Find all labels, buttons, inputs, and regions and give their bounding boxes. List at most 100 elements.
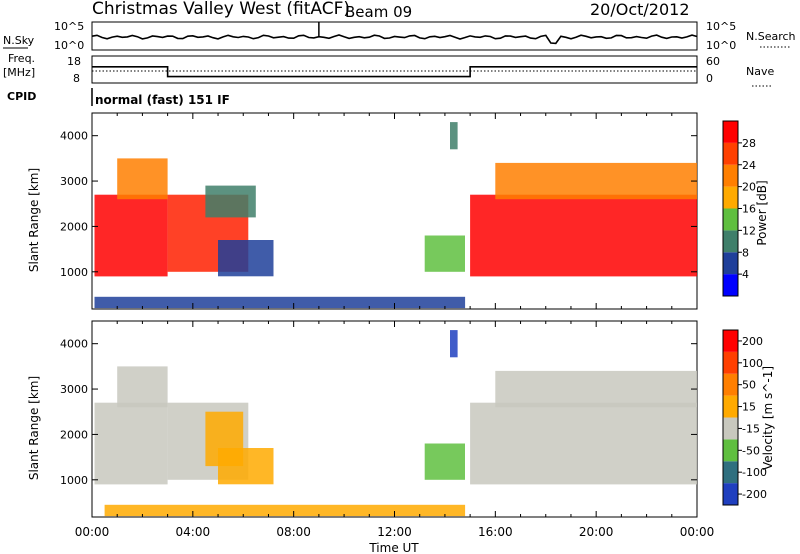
freq-right-tick-bottom: 0: [706, 72, 713, 85]
colorbar-tick-label: -100: [742, 466, 767, 479]
velocity-x-ticks: [91, 321, 698, 517]
plot-title: Christmas Valley West (fitACF): [92, 0, 350, 19]
noise-right-tick-bottom: 10^0: [706, 39, 736, 52]
power-x-ticks: [91, 113, 698, 309]
freq-label-line2: [MHz]: [3, 66, 35, 79]
colorbar-swatch: [723, 164, 738, 187]
power-echo-region: [470, 194, 697, 277]
velocity-echo-region: [470, 402, 697, 485]
freq-left-tick-bottom: 8: [73, 72, 80, 85]
time-tick-label: 00:00: [75, 525, 110, 539]
time-tick-label: 12:00: [377, 525, 412, 539]
velocity-panel: 1000 2000 3000 4000 Slant Range [km] 200 100…: [27, 320, 775, 518]
cpid-panel: CPID normal (fast) 151 IF: [7, 88, 230, 107]
colorbar-swatch: [723, 142, 738, 165]
noise-search-label: N.Search: [746, 30, 796, 43]
colorbar-swatch: [723, 461, 738, 484]
power-echo-region: [424, 235, 465, 272]
y-tick-label: 1000: [60, 474, 88, 487]
velocity-echo-region: [94, 402, 168, 485]
noise-panel: N.Sky 10^5 10^0 10^5 10^0 N.Search: [3, 20, 796, 52]
colorbar-tick-label: 28: [742, 137, 756, 150]
colorbar-tick-label: 200: [742, 335, 763, 348]
power-echo-region: [94, 296, 466, 309]
colorbar-tick-label: 15: [742, 401, 756, 414]
frequency-panel-frame: [91, 55, 698, 84]
colorbar-tick-label: -200: [742, 488, 767, 501]
freq-right-tick-top: 60: [706, 55, 720, 68]
colorbar-tick-label: 50: [742, 379, 756, 392]
colorbar-tick-label: -50: [742, 444, 760, 457]
colorbar-tick-label: 12: [742, 224, 756, 237]
power-echo-region: [117, 158, 168, 200]
y-tick-label: 2000: [60, 220, 88, 233]
power-echo-region: [495, 162, 697, 200]
velocity-y-ticks: 1000 2000 3000 4000: [60, 338, 697, 487]
y-tick-label: 3000: [60, 383, 88, 396]
colorbar-swatch: [723, 483, 738, 505]
power-colorbar: 28 24 20 16 12 8 4: [722, 120, 756, 297]
colorbar-tick-label: 4: [742, 268, 749, 281]
time-axis-label: Time UT: [368, 541, 419, 554]
time-tick-label: 08:00: [276, 525, 311, 539]
colorbar-tick-label: 16: [742, 203, 756, 216]
power-echo-region: [450, 122, 458, 150]
velocity-echo-region: [450, 330, 458, 358]
velocity-heatmap: [94, 330, 697, 517]
colorbar-swatch: [723, 417, 738, 440]
power-panel: 1000 2000 3000 4000 Slant Range [km] 28 24 20…: [27, 112, 769, 310]
time-axis-tick-labels: 00:00 04:00 08:00 12:00 16:00 20:00 00:00: [75, 525, 715, 539]
y-tick-label: 2000: [60, 428, 88, 441]
y-tick-label: 1000: [60, 266, 88, 279]
cpid-label: CPID: [7, 90, 36, 103]
colorbar-swatch: [723, 351, 738, 374]
velocity-echo-region: [424, 443, 465, 480]
velocity-colorbar: 200 100 50 15 -15 -50 -100 -200: [722, 329, 767, 506]
velocity-echo-region: [117, 366, 168, 408]
frequency-trace: [92, 66, 697, 78]
colorbar-swatch: [723, 274, 738, 296]
colorbar-tick-label: 20: [742, 181, 756, 194]
power-y-axis-label: Slant Range [km]: [27, 168, 41, 272]
colorbar-frame: [722, 329, 739, 506]
colorbar-tick-label: 8: [742, 246, 749, 259]
colorbar-swatch: [723, 395, 738, 418]
beam-label: Beam 09: [345, 3, 412, 21]
power-heatmap: [94, 122, 697, 309]
velocity-echo-region: [495, 370, 697, 408]
freq-left-tick-top: 18: [67, 55, 81, 68]
y-tick-label: 3000: [60, 175, 88, 188]
noise-sky-label: N.Sky: [3, 34, 35, 47]
power-echo-region: [94, 194, 168, 277]
noise-left-tick-bottom: 10^0: [54, 39, 84, 52]
colorbar-swatch: [723, 439, 738, 462]
time-tick-label: 16:00: [478, 525, 513, 539]
y-tick-label: 4000: [60, 130, 88, 143]
time-tick-label: 00:00: [680, 525, 715, 539]
power-echo-region: [218, 240, 274, 277]
colorbar-swatch: [723, 373, 738, 396]
colorbar-swatch: [723, 230, 738, 253]
velocity-y-axis-label: Slant Range [km]: [27, 376, 41, 480]
power-colorbar-label: Power [dB]: [755, 180, 769, 245]
time-tick-label: 20:00: [579, 525, 614, 539]
velocity-echo-region: [104, 504, 466, 517]
noise-right-tick-top: 10^5: [706, 20, 736, 33]
frequency-panel: Freq. [MHz] 18 8 60 0 Nave: [3, 52, 774, 87]
noise-left-tick-top: 10^5: [54, 20, 84, 33]
power-y-ticks: 1000 2000 3000 4000: [60, 130, 697, 279]
nave-label: Nave: [746, 65, 774, 78]
colorbar-swatch: [723, 186, 738, 209]
power-echo-region: [205, 185, 256, 218]
noise-sky-trace: [91, 34, 698, 45]
colorbar-swatch: [723, 330, 738, 352]
y-tick-label: 4000: [60, 338, 88, 351]
colorbar-swatch: [723, 121, 738, 143]
date-label: 20/Oct/2012: [590, 0, 690, 19]
velocity-echo-region: [218, 448, 274, 485]
cpid-value: normal (fast) 151 IF: [95, 93, 230, 107]
velocity-colorbar-label: Velocity [m s^-1]: [761, 366, 775, 470]
time-tick-label: 04:00: [176, 525, 211, 539]
colorbar-tick-label: 24: [742, 159, 756, 172]
